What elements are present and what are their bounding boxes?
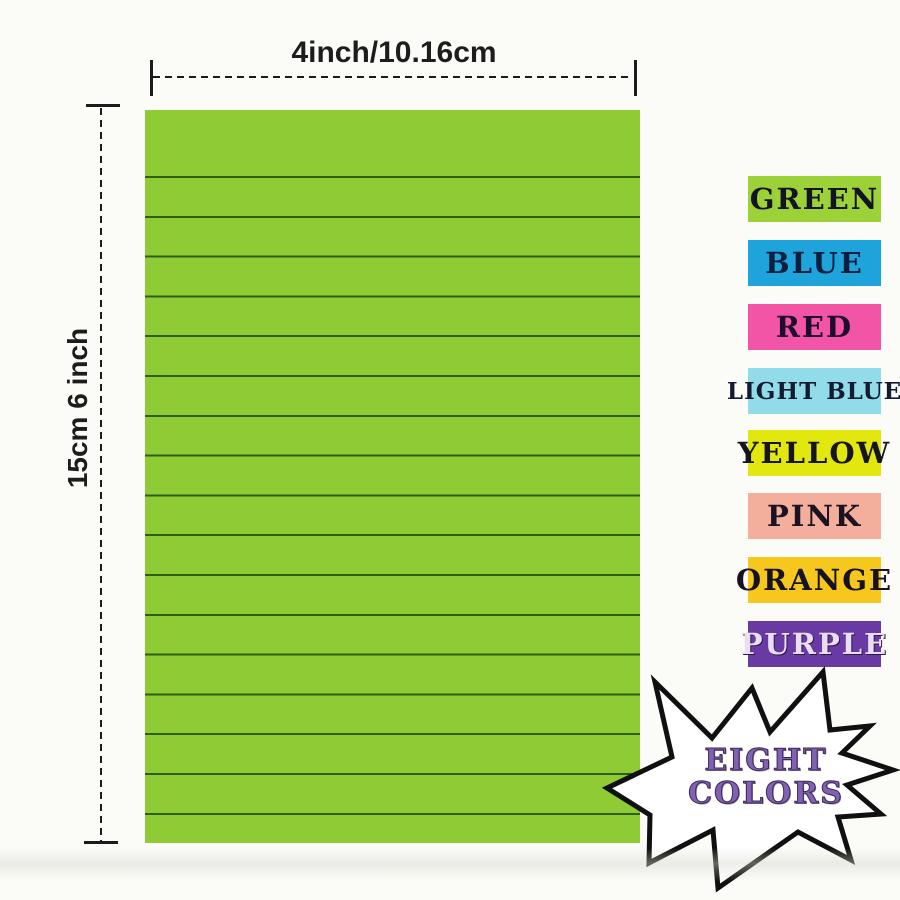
dimension-tick [84, 841, 118, 844]
color-swatch-red: RED [748, 304, 881, 350]
ruled-lines [145, 176, 640, 816]
badge-text: EIGHT COLORS [688, 743, 844, 811]
badge-line1: EIGHT [704, 743, 828, 778]
dimension-tick [634, 60, 637, 96]
color-swatch-green: GREEN [748, 176, 881, 222]
starburst-icon [601, 666, 900, 893]
color-swatch-yellow: YELLOW [738, 430, 889, 476]
dimension-line [153, 76, 633, 78]
dimension-line [100, 108, 102, 842]
color-swatch-purple: PURPLE [741, 621, 886, 667]
photo-shadow-band [0, 848, 900, 882]
height-dimension-label: 15cm 6 inch [62, 327, 93, 489]
eight-colors-badge: EIGHT COLORS [585, 658, 900, 898]
dimension-tick [86, 104, 120, 107]
color-swatch-blue: BLUE [748, 240, 881, 286]
color-swatch-light-blue: LIGHT BLUE [727, 368, 900, 414]
width-dimension-label: 4inch/10.16cm [291, 36, 497, 69]
badge-line2: COLORS [688, 776, 844, 811]
color-swatch-pink: PINK [748, 493, 881, 539]
dimension-tick [150, 60, 153, 96]
color-swatch-orange: ORANGE [736, 557, 891, 603]
sticky-note-pad [145, 110, 640, 843]
